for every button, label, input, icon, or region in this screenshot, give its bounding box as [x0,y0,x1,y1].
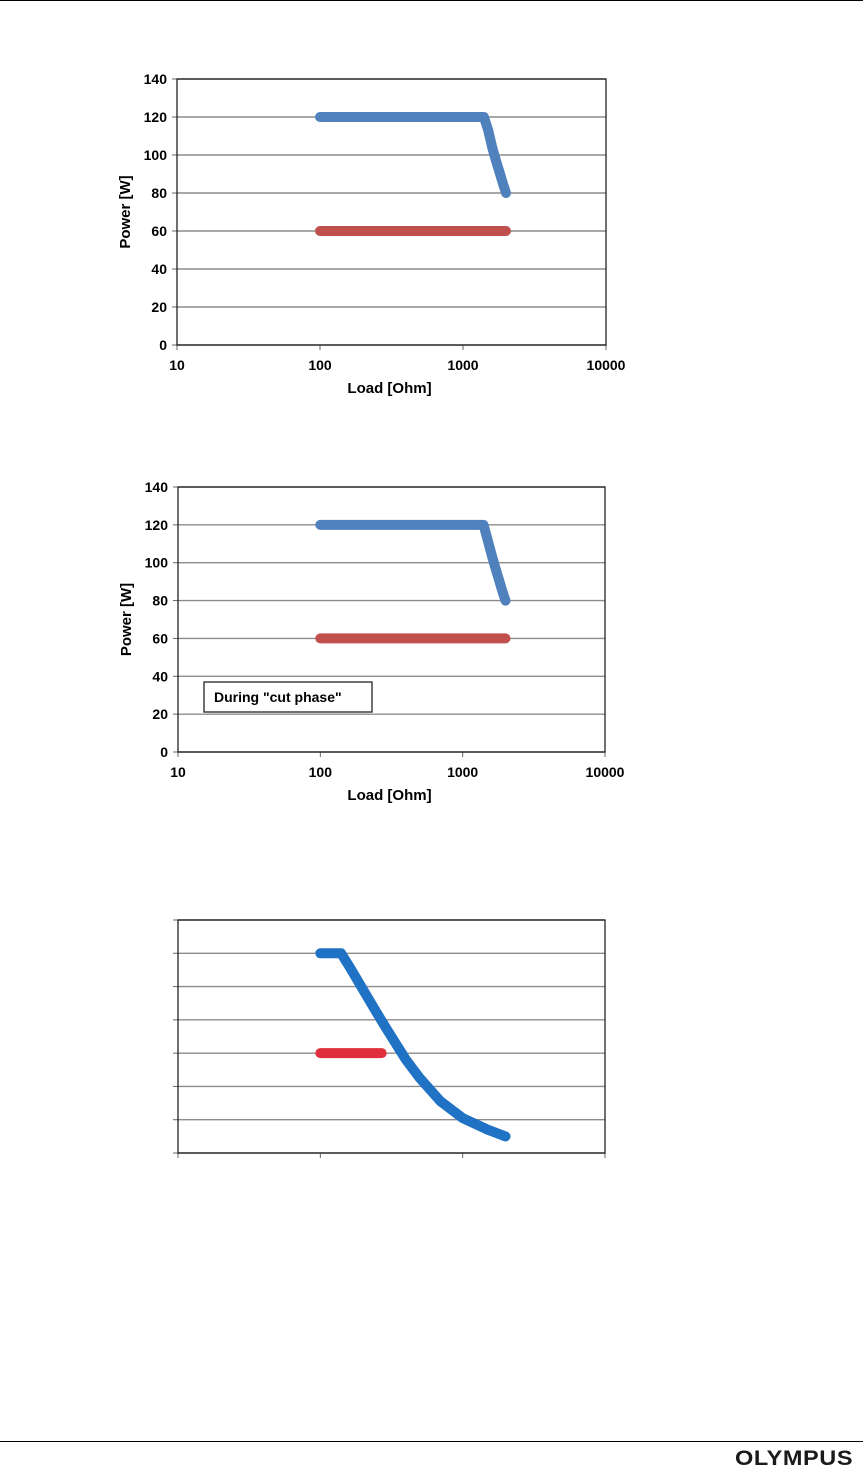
y-tick-label: 40 [151,261,167,277]
bottom-rule [0,1441,863,1442]
y-tick-label: 100 [144,147,168,163]
y-tick-label: 0 [160,744,168,760]
y-tick-label: 40 [152,668,168,684]
chart-power-vs-load-2: 0 20 40 60 80 100 120 140 10 100 1000 10000 Load [Oh… [0,470,863,820]
y-axis-title: Power [W] [118,583,135,656]
y-tick-label: 0 [159,337,167,353]
chart-power-vs-load-1: 0 20 40 60 80 100 120 140 10 100 1000 10000 Load [Oh… [0,55,863,415]
x-tick-label: 10 [169,357,185,373]
x-axis-title: Load [Ohm] [347,380,431,397]
x-tick-label: 10000 [586,764,625,780]
y-tick-label: 60 [151,223,167,239]
x-tick-label: 1000 [447,357,478,373]
y-tick-label: 120 [145,517,169,533]
y-axis-title: Power [W] [117,175,134,248]
x-tick-label: 1000 [447,764,478,780]
top-rule [0,0,863,1]
y-tick-label: 80 [152,593,168,609]
y-tick-label: 120 [144,109,168,125]
y-tick-label: 140 [144,71,168,87]
y-tick-label: 80 [151,185,167,201]
y-tick-label: 140 [145,479,169,495]
x-tick-label: 10000 [587,357,626,373]
x-tick-label: 100 [308,357,332,373]
x-tick-label: 10 [170,764,186,780]
annotation-text: During "cut phase" [214,689,342,705]
annotation-box: During "cut phase" [204,682,372,712]
y-tick-label: 100 [145,555,169,571]
x-axis-title: Load [Ohm] [347,787,431,804]
series-line-1 [320,953,505,1136]
y-tick-label: 20 [151,299,167,315]
x-tick-label: 100 [309,764,333,780]
y-tick-label: 60 [152,630,168,646]
olympus-logo: OLYMPUS [735,1447,853,1471]
y-tick-label: 20 [152,706,168,722]
chart-power-vs-load-3 [0,905,863,1170]
